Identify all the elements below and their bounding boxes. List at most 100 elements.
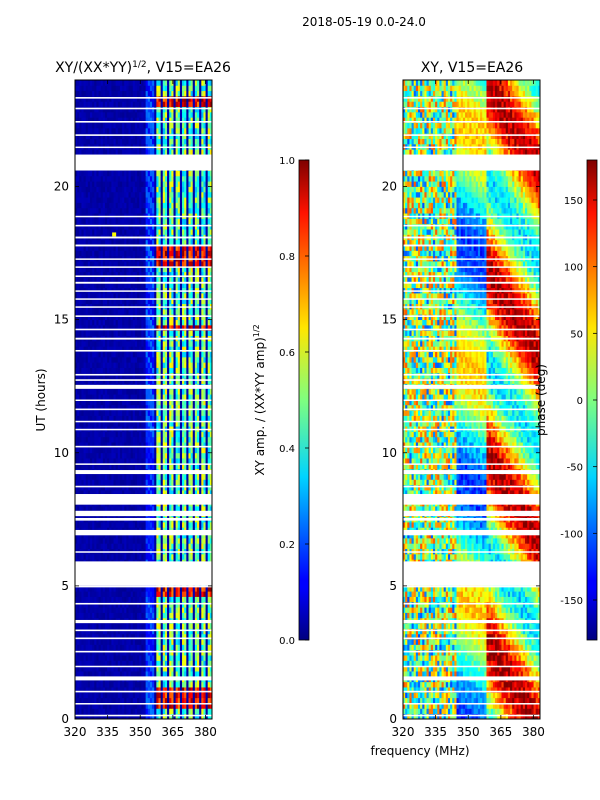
- amp-cell: [100, 543, 104, 549]
- amp-cell: [169, 404, 172, 411]
- amp-cell: [194, 463, 198, 470]
- amp-cell: [209, 447, 212, 454]
- amp-cell: [194, 308, 198, 315]
- amp-cell: [98, 660, 102, 667]
- amp-cell: [128, 655, 132, 661]
- amp-cell: [171, 655, 174, 661]
- amp-cell: [98, 447, 102, 454]
- amp-cell: [203, 591, 206, 597]
- amp-cell: [96, 431, 99, 438]
- amp-cell: [197, 314, 200, 321]
- amp-cell: [102, 324, 106, 331]
- amp-cell: [126, 474, 129, 480]
- amp-cell: [132, 308, 136, 315]
- amp-cell: [79, 644, 82, 651]
- amp-cell: [75, 490, 78, 496]
- amp-cell: [156, 356, 159, 363]
- amp-cell: [164, 319, 168, 326]
- amp-cell: [100, 612, 104, 619]
- amp-cell: [96, 537, 99, 544]
- amp-cell: [89, 708, 93, 715]
- amp-cell: [179, 639, 183, 645]
- amp-cell: [109, 399, 112, 406]
- amp-cell: [158, 463, 162, 470]
- amp-cell: [85, 367, 89, 374]
- amp-cell: [87, 431, 91, 438]
- amp-cell: [92, 458, 95, 464]
- amp-cell: [182, 458, 185, 464]
- amp-cell: [149, 521, 153, 528]
- amp-cell: [85, 356, 89, 363]
- amp-cell: [147, 532, 151, 539]
- amp-cell: [149, 346, 153, 352]
- amp-cell: [188, 372, 191, 379]
- amp-cell: [201, 362, 204, 368]
- amp-cell: [179, 442, 183, 448]
- amp-cell: [143, 415, 147, 422]
- amp-cell: [205, 404, 209, 411]
- amp-cell: [83, 404, 87, 411]
- amp-cell: [113, 607, 117, 613]
- amp-cell: [186, 399, 189, 406]
- amp-cell: [134, 607, 138, 613]
- amp-cell: [122, 506, 125, 512]
- amp-cell: [147, 415, 151, 422]
- amp-cell: [122, 607, 125, 613]
- amp-cell: [115, 543, 119, 549]
- amp-cell: [132, 388, 136, 395]
- amp-cell: [77, 340, 80, 347]
- amp-cell: [98, 463, 102, 470]
- amp-cell: [143, 713, 147, 719]
- amp-cell: [143, 543, 147, 549]
- amp-cell: [139, 351, 142, 358]
- amp-cell: [194, 708, 198, 715]
- amp-cell: [147, 639, 151, 645]
- amp-cell: [199, 404, 202, 411]
- amp-cell: [137, 553, 140, 560]
- amp-cell: [77, 324, 80, 331]
- amp-cell: [137, 484, 140, 491]
- amp-cell: [141, 628, 144, 635]
- amp-cell: [128, 703, 132, 709]
- amp-cell: [203, 521, 206, 528]
- amp-cell: [179, 431, 183, 438]
- amp-cell: [192, 452, 196, 459]
- amp-cell: [169, 362, 172, 368]
- amp-cell: [194, 372, 198, 379]
- amp-cell: [169, 388, 172, 395]
- amp-cell: [149, 665, 153, 672]
- amp-cell: [111, 612, 114, 619]
- amp-cell: [104, 452, 108, 459]
- amp-cell: [115, 394, 119, 400]
- amp-cell: [137, 378, 140, 384]
- amp-cell: [75, 340, 78, 347]
- amp-cell: [158, 415, 162, 422]
- amp-cell: [100, 703, 104, 709]
- amp-cell: [162, 585, 166, 592]
- amp-cell: [117, 458, 121, 464]
- amp-cell: [169, 330, 172, 336]
- amp-cell: [122, 585, 125, 592]
- amp-cell: [203, 681, 206, 688]
- amp-cell: [119, 399, 123, 406]
- amp-cell: [145, 479, 149, 486]
- amp-cell: [132, 458, 136, 464]
- amp-cell: [192, 420, 196, 427]
- amp-cell: [175, 655, 179, 661]
- amp-cell: [188, 532, 191, 539]
- amp-cell: [177, 665, 181, 672]
- amp-cell: [154, 452, 157, 459]
- amp-cell: [102, 537, 106, 544]
- amp-cell: [113, 553, 117, 560]
- amp-cell: [177, 314, 181, 321]
- amp-cell: [132, 484, 136, 491]
- amp-cell: [149, 410, 153, 416]
- amp-cell: [190, 474, 194, 480]
- amp-cell: [100, 681, 104, 688]
- amp-cell: [107, 388, 110, 395]
- amp-cell: [79, 431, 82, 438]
- amp-cell: [92, 490, 95, 496]
- amp-cell: [164, 687, 168, 693]
- amp-cell: [158, 697, 162, 704]
- amp-cell: [188, 399, 191, 406]
